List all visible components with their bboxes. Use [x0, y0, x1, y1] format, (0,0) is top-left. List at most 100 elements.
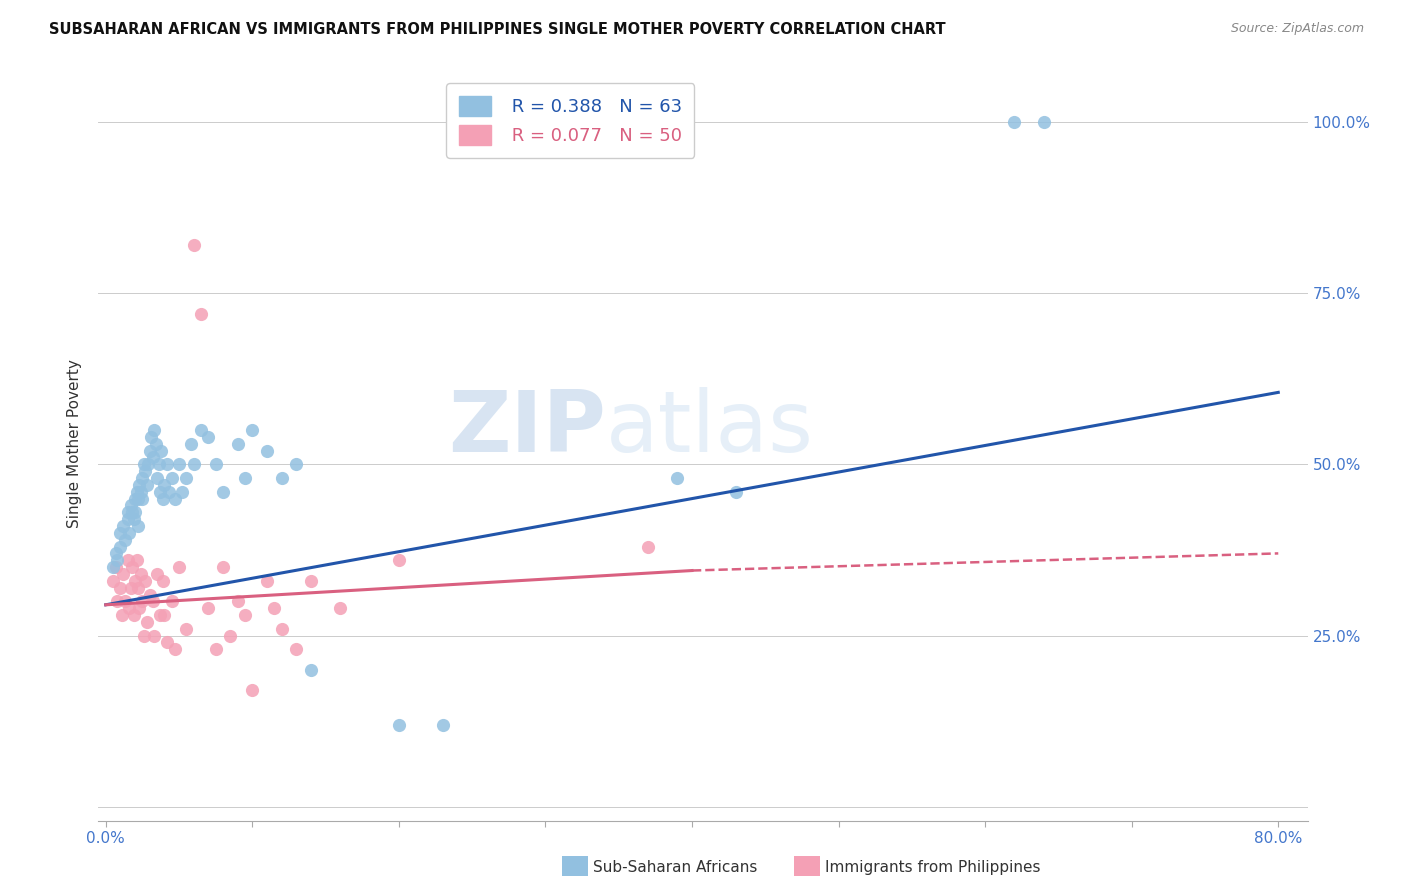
Point — [146, 471, 169, 485]
Point — [226, 436, 249, 450]
Point — [122, 512, 145, 526]
Point — [127, 491, 149, 506]
Point — [105, 560, 128, 574]
Point — [285, 642, 308, 657]
Point — [129, 566, 152, 581]
Point — [107, 553, 129, 567]
Point — [142, 594, 165, 608]
Point — [141, 430, 163, 444]
Point — [152, 574, 174, 588]
Point — [150, 443, 173, 458]
Point — [120, 499, 142, 513]
Point — [190, 423, 212, 437]
Point — [120, 581, 142, 595]
Point — [637, 540, 659, 554]
Text: Source: ZipAtlas.com: Source: ZipAtlas.com — [1230, 22, 1364, 36]
Point — [132, 458, 155, 472]
Point — [197, 601, 219, 615]
Point — [134, 464, 156, 478]
Point — [160, 594, 183, 608]
Point — [666, 471, 689, 485]
Point — [131, 491, 153, 506]
Point — [270, 622, 292, 636]
Point — [204, 458, 226, 472]
Point — [204, 642, 226, 657]
Point — [197, 430, 219, 444]
Point — [131, 594, 153, 608]
Point — [117, 505, 139, 519]
Point — [101, 560, 124, 574]
Point — [212, 560, 235, 574]
Point — [212, 484, 235, 499]
Point — [190, 307, 212, 321]
Point — [170, 484, 193, 499]
Point — [127, 519, 149, 533]
Point — [128, 478, 150, 492]
Point — [117, 512, 139, 526]
Point — [134, 574, 156, 588]
Point — [285, 458, 308, 472]
Point — [110, 540, 132, 554]
Point — [112, 566, 135, 581]
Text: atlas: atlas — [606, 387, 814, 470]
Text: Sub-Saharan Africans: Sub-Saharan Africans — [593, 861, 758, 875]
Point — [114, 594, 136, 608]
Point — [124, 574, 146, 588]
Point — [167, 560, 190, 574]
Point — [125, 484, 148, 499]
Point — [110, 581, 132, 595]
Point — [148, 458, 170, 472]
Point — [226, 594, 249, 608]
Point — [256, 574, 278, 588]
Point — [256, 443, 278, 458]
Point — [138, 443, 160, 458]
Point — [156, 635, 179, 649]
Point — [124, 505, 146, 519]
Text: Immigrants from Philippines: Immigrants from Philippines — [825, 861, 1040, 875]
Legend:  R = 0.388   N = 63,  R = 0.077   N = 50: R = 0.388 N = 63, R = 0.077 N = 50 — [446, 84, 695, 158]
Point — [127, 581, 149, 595]
Point — [299, 574, 322, 588]
Point — [176, 471, 198, 485]
Point — [107, 594, 129, 608]
Point — [143, 629, 166, 643]
Point — [163, 491, 186, 506]
Point — [121, 560, 143, 574]
Point — [152, 491, 174, 506]
Point — [136, 458, 159, 472]
Point — [724, 484, 747, 499]
Point — [131, 471, 153, 485]
Point — [110, 525, 132, 540]
Point — [160, 471, 183, 485]
Point — [432, 717, 454, 731]
Point — [240, 683, 263, 698]
Point — [138, 588, 160, 602]
Point — [142, 450, 165, 465]
Point — [117, 553, 139, 567]
Point — [124, 491, 146, 506]
Point — [118, 601, 141, 615]
Point — [233, 471, 256, 485]
Point — [233, 608, 256, 623]
Point — [299, 663, 322, 677]
Point — [101, 574, 124, 588]
Point — [132, 629, 155, 643]
Point — [112, 519, 135, 533]
Point — [145, 436, 167, 450]
Point — [219, 629, 242, 643]
Text: ZIP: ZIP — [449, 387, 606, 470]
Point — [149, 484, 172, 499]
Point — [163, 642, 186, 657]
Point — [114, 533, 136, 547]
Point — [129, 484, 152, 499]
Point — [125, 553, 148, 567]
Point — [153, 478, 176, 492]
Point — [167, 458, 190, 472]
Point — [156, 458, 179, 472]
Point — [388, 553, 411, 567]
Point — [128, 601, 150, 615]
Point — [118, 525, 141, 540]
Point — [1032, 114, 1054, 128]
Point — [180, 436, 202, 450]
Point — [183, 238, 205, 252]
